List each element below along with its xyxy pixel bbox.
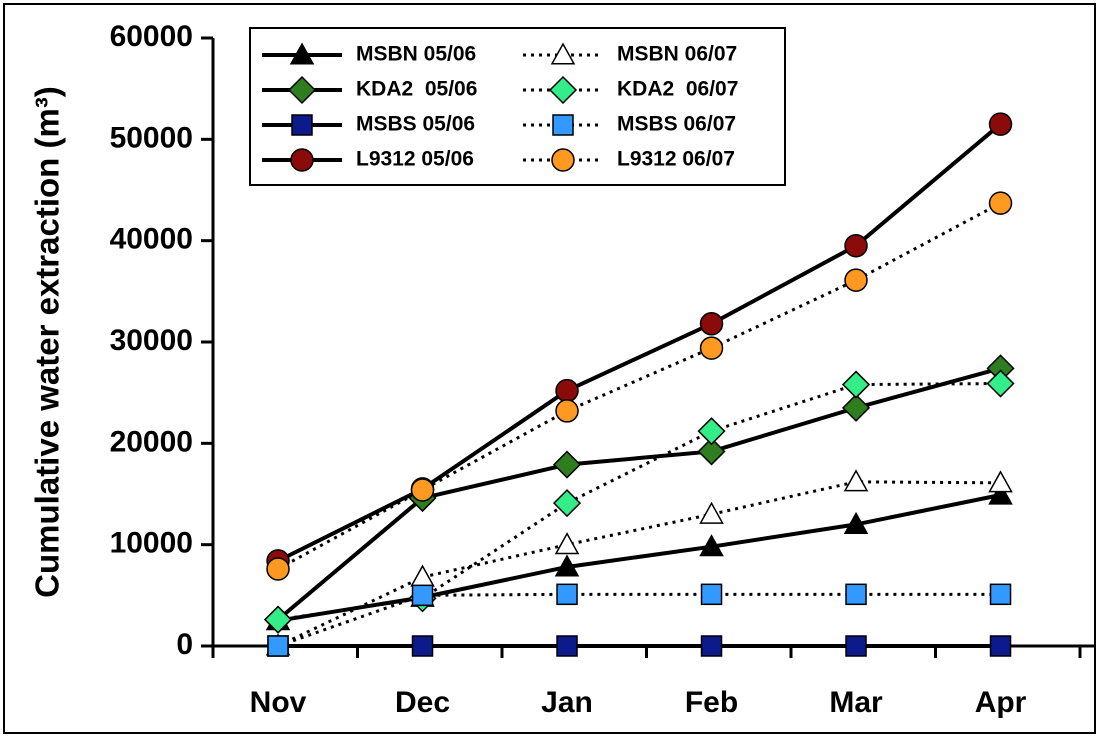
x-tick-label: Mar [829, 686, 883, 719]
marker [554, 532, 580, 555]
x-tick-label: Nov [250, 686, 307, 719]
marker [843, 511, 869, 534]
marker [266, 557, 290, 581]
marker [844, 233, 868, 258]
marker [551, 148, 575, 172]
legend-label: MSBN 06/07 [617, 43, 737, 66]
marker [988, 112, 1013, 136]
marker [410, 564, 435, 587]
legend-label: KDA2 05/06 [356, 78, 477, 101]
legend-label: MSBS 06/07 [617, 113, 736, 136]
marker [555, 399, 579, 423]
marker [843, 469, 869, 492]
y-tick-label: 50000 [110, 121, 193, 154]
y-tick-label: 20000 [110, 425, 193, 458]
marker [986, 369, 1015, 398]
x-tick-label: Feb [685, 686, 738, 719]
marker [556, 635, 578, 657]
marker [841, 393, 871, 422]
marker [550, 42, 576, 65]
marker [988, 191, 1013, 215]
marker [700, 635, 723, 657]
marker [267, 635, 289, 657]
x-tick-label: Dec [395, 686, 450, 719]
series-line [277, 493, 1001, 623]
marker [291, 114, 313, 136]
legend-label: L9312 06/07 [617, 148, 735, 171]
marker [552, 489, 582, 518]
marker [410, 478, 435, 502]
marker [699, 501, 724, 524]
marker [290, 148, 314, 172]
y-axis-label: Cumulative water extraction (m³) [29, 86, 66, 598]
marker [699, 534, 724, 557]
marker [699, 336, 724, 360]
marker [548, 75, 578, 105]
series-line [277, 382, 1001, 622]
y-tick-label: 0 [176, 628, 193, 661]
marker [411, 635, 434, 657]
y-tick-label: 10000 [110, 527, 193, 560]
x-tick-label: Apr [975, 686, 1027, 719]
series-line [277, 201, 1002, 571]
y-tick-label: 40000 [110, 223, 193, 256]
marker [554, 554, 580, 577]
series-line [276, 366, 1002, 622]
legend-label: MSBN 05/06 [356, 43, 476, 66]
legend-label: MSBS 05/06 [356, 113, 475, 136]
marker [289, 42, 315, 65]
marker [263, 605, 293, 634]
marker [699, 312, 724, 336]
legend-label: L9312 05/06 [356, 148, 474, 171]
y-tick-label: 60000 [110, 20, 193, 53]
legend-label: KDA2 06/07 [617, 78, 738, 101]
marker [697, 437, 726, 466]
y-tick-label: 30000 [110, 324, 193, 357]
marker [844, 268, 868, 292]
marker [411, 584, 434, 607]
marker [552, 114, 574, 136]
marker [989, 583, 1012, 606]
marker [697, 417, 726, 446]
marker [845, 635, 867, 657]
series-line [277, 592, 1001, 648]
marker [988, 470, 1013, 493]
marker [287, 75, 317, 105]
marker [988, 482, 1013, 505]
x-tick-label: Jan [541, 686, 593, 719]
marker [555, 378, 579, 403]
marker [552, 450, 582, 479]
frame [3, 3, 1096, 734]
marker [989, 635, 1012, 657]
marker [841, 370, 871, 399]
marker [556, 583, 578, 606]
series-line [277, 122, 1002, 563]
marker [845, 583, 867, 606]
marker [700, 583, 723, 606]
